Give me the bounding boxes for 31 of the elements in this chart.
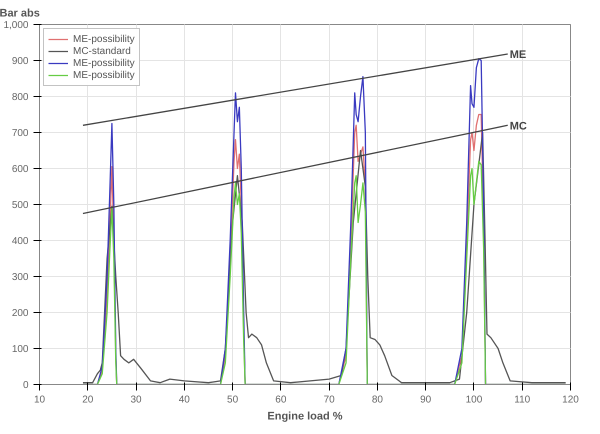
annotation: MC [510, 120, 527, 132]
x-tick-label: 90 [420, 394, 432, 406]
y-tick-label: 1,000 [3, 20, 29, 31]
y-tick-label: 600 [12, 164, 29, 175]
x-tick-label: 30 [130, 394, 142, 406]
y-tick-label: 0 [22, 380, 29, 391]
y-tick-label: 100 [12, 344, 29, 355]
y-tick-label: 700 [12, 128, 29, 139]
x-tick-label: 40 [178, 394, 190, 406]
y-tick-label: 900 [12, 56, 29, 67]
y-tick-label: 500 [12, 200, 29, 211]
y-tick-label: 200 [12, 308, 29, 319]
y-tick-label: 300 [12, 272, 29, 283]
x-tick-label: 110 [514, 394, 531, 406]
x-tick-label: 100 [466, 394, 483, 406]
legend-label: ME-possibility [73, 69, 135, 81]
x-tick-label: 120 [562, 394, 580, 406]
annotation: ME [510, 49, 526, 62]
y-tick-label: 800 [12, 92, 29, 103]
x-tick-label: 70 [324, 394, 336, 406]
x-axis-title: Engine load % [267, 410, 343, 422]
y-tick-label: 400 [12, 236, 29, 247]
legend-label: MC-standard [73, 45, 131, 57]
legend-label: ME-possibility [73, 57, 135, 69]
legend-label: ME-possibility [73, 33, 135, 45]
x-tick-label: 50 [227, 394, 239, 406]
x-tick-label: 80 [372, 394, 384, 406]
y-axis-title: Bar abs [0, 8, 40, 20]
x-tick-label: 60 [275, 394, 287, 406]
x-tick-label: 20 [82, 394, 94, 406]
x-tick-label: 10 [34, 394, 46, 406]
